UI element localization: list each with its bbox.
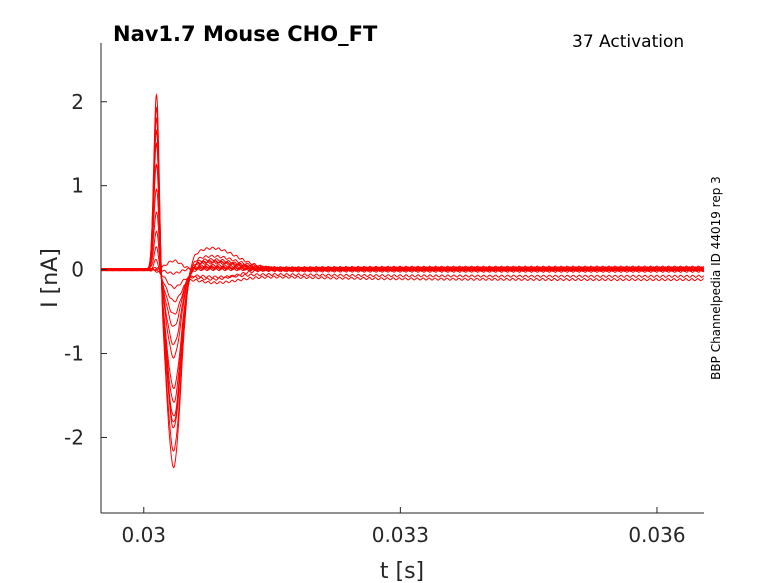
current-trace <box>100 163 704 403</box>
current-trace <box>100 259 704 272</box>
current-trace <box>100 266 705 275</box>
y-tick-label: 1 <box>71 174 84 198</box>
y-tick-label: 2 <box>71 90 84 114</box>
x-axis-label: t [s] <box>380 559 424 583</box>
y-ticks: 2 1 0 -1 -2 <box>64 90 107 449</box>
current-trace <box>100 266 704 303</box>
current-trace <box>100 258 705 315</box>
current-trace <box>100 230 704 346</box>
y-tick-label: 0 <box>71 258 84 282</box>
current-trace <box>100 92 705 469</box>
channelpedia-id-label: BBP Channelpedia ID 44019 rep 3 <box>709 176 723 380</box>
current-trace <box>100 188 705 390</box>
current-trace <box>100 211 705 359</box>
axes <box>100 43 704 514</box>
chart-subtitle: 37 Activation <box>572 32 684 52</box>
x-tick-label: 0.03 <box>122 523 167 547</box>
y-axis-label: I [nA] <box>38 248 63 308</box>
x-ticks: 0.03 0.033 0.036 <box>122 507 686 547</box>
current-trace <box>100 246 705 327</box>
chart-title: Nav1.7 Mouse CHO_FT <box>113 22 378 46</box>
y-tick-label: -1 <box>64 342 84 366</box>
x-tick-label: 0.036 <box>628 523 685 547</box>
x-tick-label: 0.033 <box>372 523 429 547</box>
plot-lines <box>100 92 705 469</box>
y-tick-label: -2 <box>64 425 84 449</box>
